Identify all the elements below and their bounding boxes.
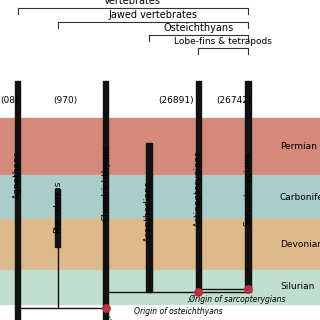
Bar: [146, 143, 152, 292]
Text: Origin of gnathostomes: Origin of gnathostomes: [74, 310, 163, 320]
Point: [196, 289, 201, 294]
Bar: [15, 81, 20, 320]
Text: Origin of sarcopterygians: Origin of sarcopterygians: [189, 289, 285, 304]
Text: (26742): (26742): [216, 96, 251, 105]
Text: Agnathans: Agnathans: [13, 151, 22, 199]
Bar: [245, 81, 251, 292]
Text: Actinopterygians: Actinopterygians: [194, 150, 203, 228]
Bar: [103, 81, 108, 320]
Text: Silurian: Silurian: [280, 282, 314, 291]
Point: [103, 305, 108, 310]
Text: Lobe-fins & tetrapods: Lobe-fins & tetrapods: [174, 37, 272, 46]
Text: Acanthodians: Acanthodians: [144, 180, 153, 242]
Text: Carboniferous: Carboniferous: [280, 193, 320, 202]
Text: Vertebrates: Vertebrates: [104, 0, 161, 6]
Bar: [196, 81, 201, 294]
Text: Origin of osteichthyans: Origin of osteichthyans: [134, 294, 223, 316]
Text: (08): (08): [0, 96, 19, 105]
Text: Permian: Permian: [280, 142, 317, 151]
Text: Chondrichthyans: Chondrichthyans: [101, 145, 110, 221]
Text: Placoderms: Placoderms: [53, 181, 62, 233]
Text: Sarcopterygians: Sarcopterygians: [244, 152, 252, 226]
Text: Jawed vertebrates: Jawed vertebrates: [108, 10, 197, 20]
Text: Devonian: Devonian: [280, 240, 320, 249]
Bar: [0, 175, 320, 219]
Bar: [0, 269, 320, 304]
Bar: [0, 0, 320, 118]
Bar: [0, 118, 320, 175]
Text: (26891): (26891): [158, 96, 194, 105]
Text: (970): (970): [53, 96, 78, 105]
Bar: [55, 189, 60, 247]
Bar: [0, 219, 320, 269]
Text: Osteichthyans: Osteichthyans: [163, 23, 234, 33]
Point: [245, 286, 251, 291]
